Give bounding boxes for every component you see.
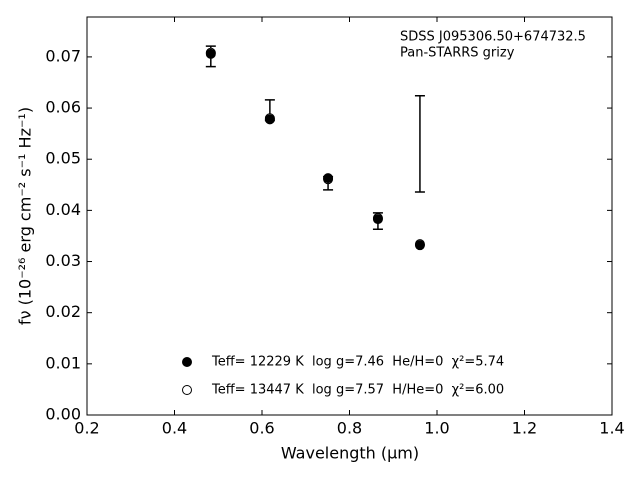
- y-tick-label: 0.03: [45, 251, 81, 270]
- data-point: [205, 48, 216, 59]
- x-axis-label: Wavelength (μm): [281, 444, 419, 463]
- x-tick-label: 1.0: [424, 419, 449, 438]
- legend-marker: [182, 385, 192, 395]
- legend-marker: [182, 357, 192, 367]
- y-tick-label: 0.01: [45, 353, 81, 372]
- chart-title: SDSS J095306.50+674732.5: [400, 30, 586, 45]
- x-tick-label: 1.4: [599, 419, 624, 438]
- y-tick-label: 0.07: [45, 46, 81, 65]
- data-point: [323, 173, 334, 184]
- y-tick-label: 0.06: [45, 98, 81, 117]
- data-point: [414, 240, 425, 251]
- x-tick-label: 0.8: [337, 419, 362, 438]
- x-tick-label: 0.6: [249, 419, 274, 438]
- data-point: [372, 214, 383, 225]
- x-tick-label: 1.2: [512, 419, 537, 438]
- y-tick-label: 0.05: [45, 149, 81, 168]
- y-tick-label: 0.02: [45, 302, 81, 321]
- error-bar: [414, 95, 425, 193]
- y-tick-label: 0.04: [45, 200, 81, 219]
- legend-label: Teff= 13447 K log g=7.57 H/He=0 χ²=6.00: [211, 383, 504, 398]
- y-axis-label: fν (10⁻²⁶ erg cm⁻² s⁻¹ Hz⁻¹): [16, 107, 35, 325]
- x-tick-label: 0.2: [74, 419, 99, 438]
- legend-label: Teff= 12229 K log g=7.46 He/H=0 χ²=5.74: [211, 355, 504, 370]
- x-tick-label: 0.4: [162, 419, 187, 438]
- chart-subtitle: Pan-STARRS grizy: [400, 46, 515, 61]
- y-tick-label: 0.00: [45, 405, 81, 424]
- data-point: [264, 114, 275, 125]
